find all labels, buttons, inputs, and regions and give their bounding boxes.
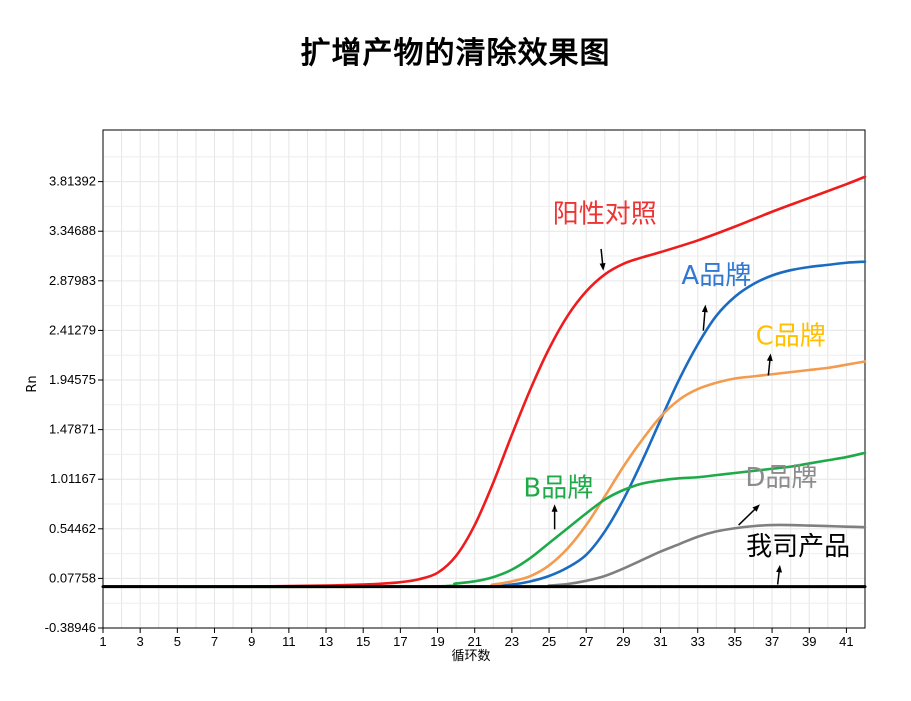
x-tick-label: 31: [653, 634, 667, 649]
x-tick-label: 5: [174, 634, 181, 649]
chart-title: 扩增产物的清除效果图: [300, 36, 611, 71]
x-tick-label: 13: [319, 634, 333, 649]
series-arrow-5: [776, 564, 783, 585]
x-tick-label: 3: [137, 634, 144, 649]
x-tick-label: 17: [393, 634, 407, 649]
x-tick-label: 11: [282, 634, 296, 649]
y-tick-label: 2.41279: [49, 322, 96, 337]
series-arrow-4: [738, 504, 760, 526]
y-tick-label: 1.47871: [49, 422, 96, 437]
axis-layer: -0.38946 0.07758 0.54462 1.01167 1.47871 1.94…: [25, 129, 866, 664]
series-label-1: A品牌: [681, 261, 751, 291]
x-tick-label: 41: [839, 634, 853, 649]
x-tick-label: 9: [248, 634, 255, 649]
y-tick-label: 0.54462: [49, 521, 96, 536]
x-tick-label: 33: [690, 634, 704, 649]
y-tick-label: 1.94575: [49, 372, 96, 387]
y-tick-label: 2.87983: [49, 273, 96, 288]
series-label-2: C品牌: [756, 322, 826, 352]
x-tick-label: 7: [211, 634, 218, 649]
y-tick-label: 3.34688: [49, 223, 96, 238]
series-label-4: D品牌: [745, 463, 817, 493]
y-tick-label: 3.81392: [49, 174, 96, 189]
grid-layer: [103, 130, 865, 629]
series-line-2: [101, 360, 867, 589]
y-tick-label: -0.38946: [45, 620, 96, 635]
plot-frame: [102, 129, 866, 629]
series-label-5: 我司产品: [746, 532, 850, 562]
x-tick-label: 27: [579, 634, 593, 649]
series-arrow-2: [766, 353, 773, 376]
x-tick-label: 19: [430, 634, 444, 649]
x-tick-label: 39: [802, 634, 816, 649]
series-line-3: [101, 451, 867, 589]
x-tick-label: 21: [467, 634, 481, 649]
x-tick-label: 29: [616, 634, 630, 649]
x-axis-title: 循环数: [451, 649, 490, 664]
x-tick-label: 35: [728, 634, 742, 649]
x-tick-label: 1: [99, 634, 106, 649]
series-arrow-1: [701, 304, 708, 331]
series-label-0: 阳性对照: [553, 199, 657, 229]
series-layer: [101, 175, 867, 589]
y-tick-label: 0.07758: [49, 570, 96, 585]
series-line-0: [101, 175, 867, 588]
x-tick-label: 15: [356, 634, 370, 649]
x-tick-label: 25: [542, 634, 556, 649]
x-tick-label: 23: [505, 634, 519, 649]
series-label-3: B品牌: [523, 473, 593, 503]
y-tick-label: 1.01167: [50, 471, 96, 486]
y-axis-title: Rn: [25, 375, 40, 392]
series-arrow-0: [599, 248, 606, 271]
x-tick-label: 37: [765, 634, 779, 649]
